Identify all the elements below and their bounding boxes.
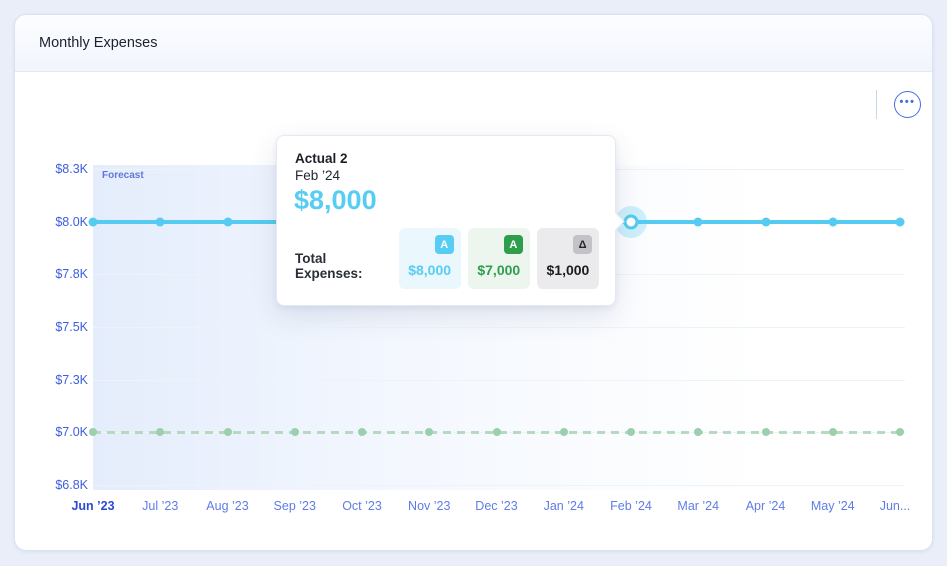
data-point[interactable] <box>155 217 165 227</box>
data-point[interactable] <box>895 217 905 227</box>
data-point[interactable] <box>156 428 165 437</box>
data-point[interactable] <box>358 428 366 437</box>
data-point[interactable] <box>89 428 97 437</box>
tooltip-entry-value: $8,000 <box>408 262 452 278</box>
tooltip-entry-actual: A $7,000 <box>467 228 530 289</box>
tooltip-period: Feb ’24 <box>295 168 341 183</box>
page-title: Monthly Expenses <box>39 35 158 51</box>
data-point[interactable] <box>627 428 635 437</box>
data-point[interactable] <box>223 428 232 437</box>
series-a-badge-icon: A <box>434 235 454 254</box>
data-point[interactable] <box>896 428 904 437</box>
data-point[interactable] <box>694 428 703 437</box>
highlighted-data-point[interactable] <box>623 214 639 230</box>
data-point[interactable] <box>693 217 703 227</box>
data-point[interactable] <box>492 428 501 437</box>
tooltip-row-label: Total Expenses: <box>295 250 363 281</box>
series-a-badge-icon: A <box>503 235 523 254</box>
data-point[interactable] <box>559 428 568 437</box>
tooltip-breakdown-row: Total Expenses: A $8,000 A $7,000 Δ $1,0… <box>295 228 600 289</box>
data-point[interactable] <box>223 217 232 227</box>
card-header: Monthly Expenses <box>15 15 932 72</box>
data-point[interactable] <box>88 217 98 227</box>
data-point[interactable] <box>425 428 434 437</box>
tooltip: Actual 2 Feb ’24 $8,000 Total Expenses: … <box>276 135 625 306</box>
data-point[interactable] <box>290 428 299 437</box>
tooltip-series-name: Actual 2 <box>295 151 348 166</box>
tooltip-entry-delta: Δ $1,000 <box>536 228 600 289</box>
data-point[interactable] <box>761 217 770 227</box>
more-options-button[interactable]: ••• <box>894 91 921 118</box>
tooltip-value: $8,000 <box>294 185 377 215</box>
data-point[interactable] <box>761 428 770 437</box>
ellipsis-icon: ••• <box>899 95 916 108</box>
tooltip-entry-value: $7,000 <box>477 262 521 278</box>
tooltip-entry-value: $1,000 <box>546 262 590 278</box>
delta-badge-icon: Δ <box>573 235 593 254</box>
toolbar-divider <box>876 90 877 119</box>
data-point[interactable] <box>828 428 837 437</box>
data-point[interactable] <box>828 217 838 227</box>
tooltip-entry-actual2: A $8,000 <box>398 228 461 289</box>
